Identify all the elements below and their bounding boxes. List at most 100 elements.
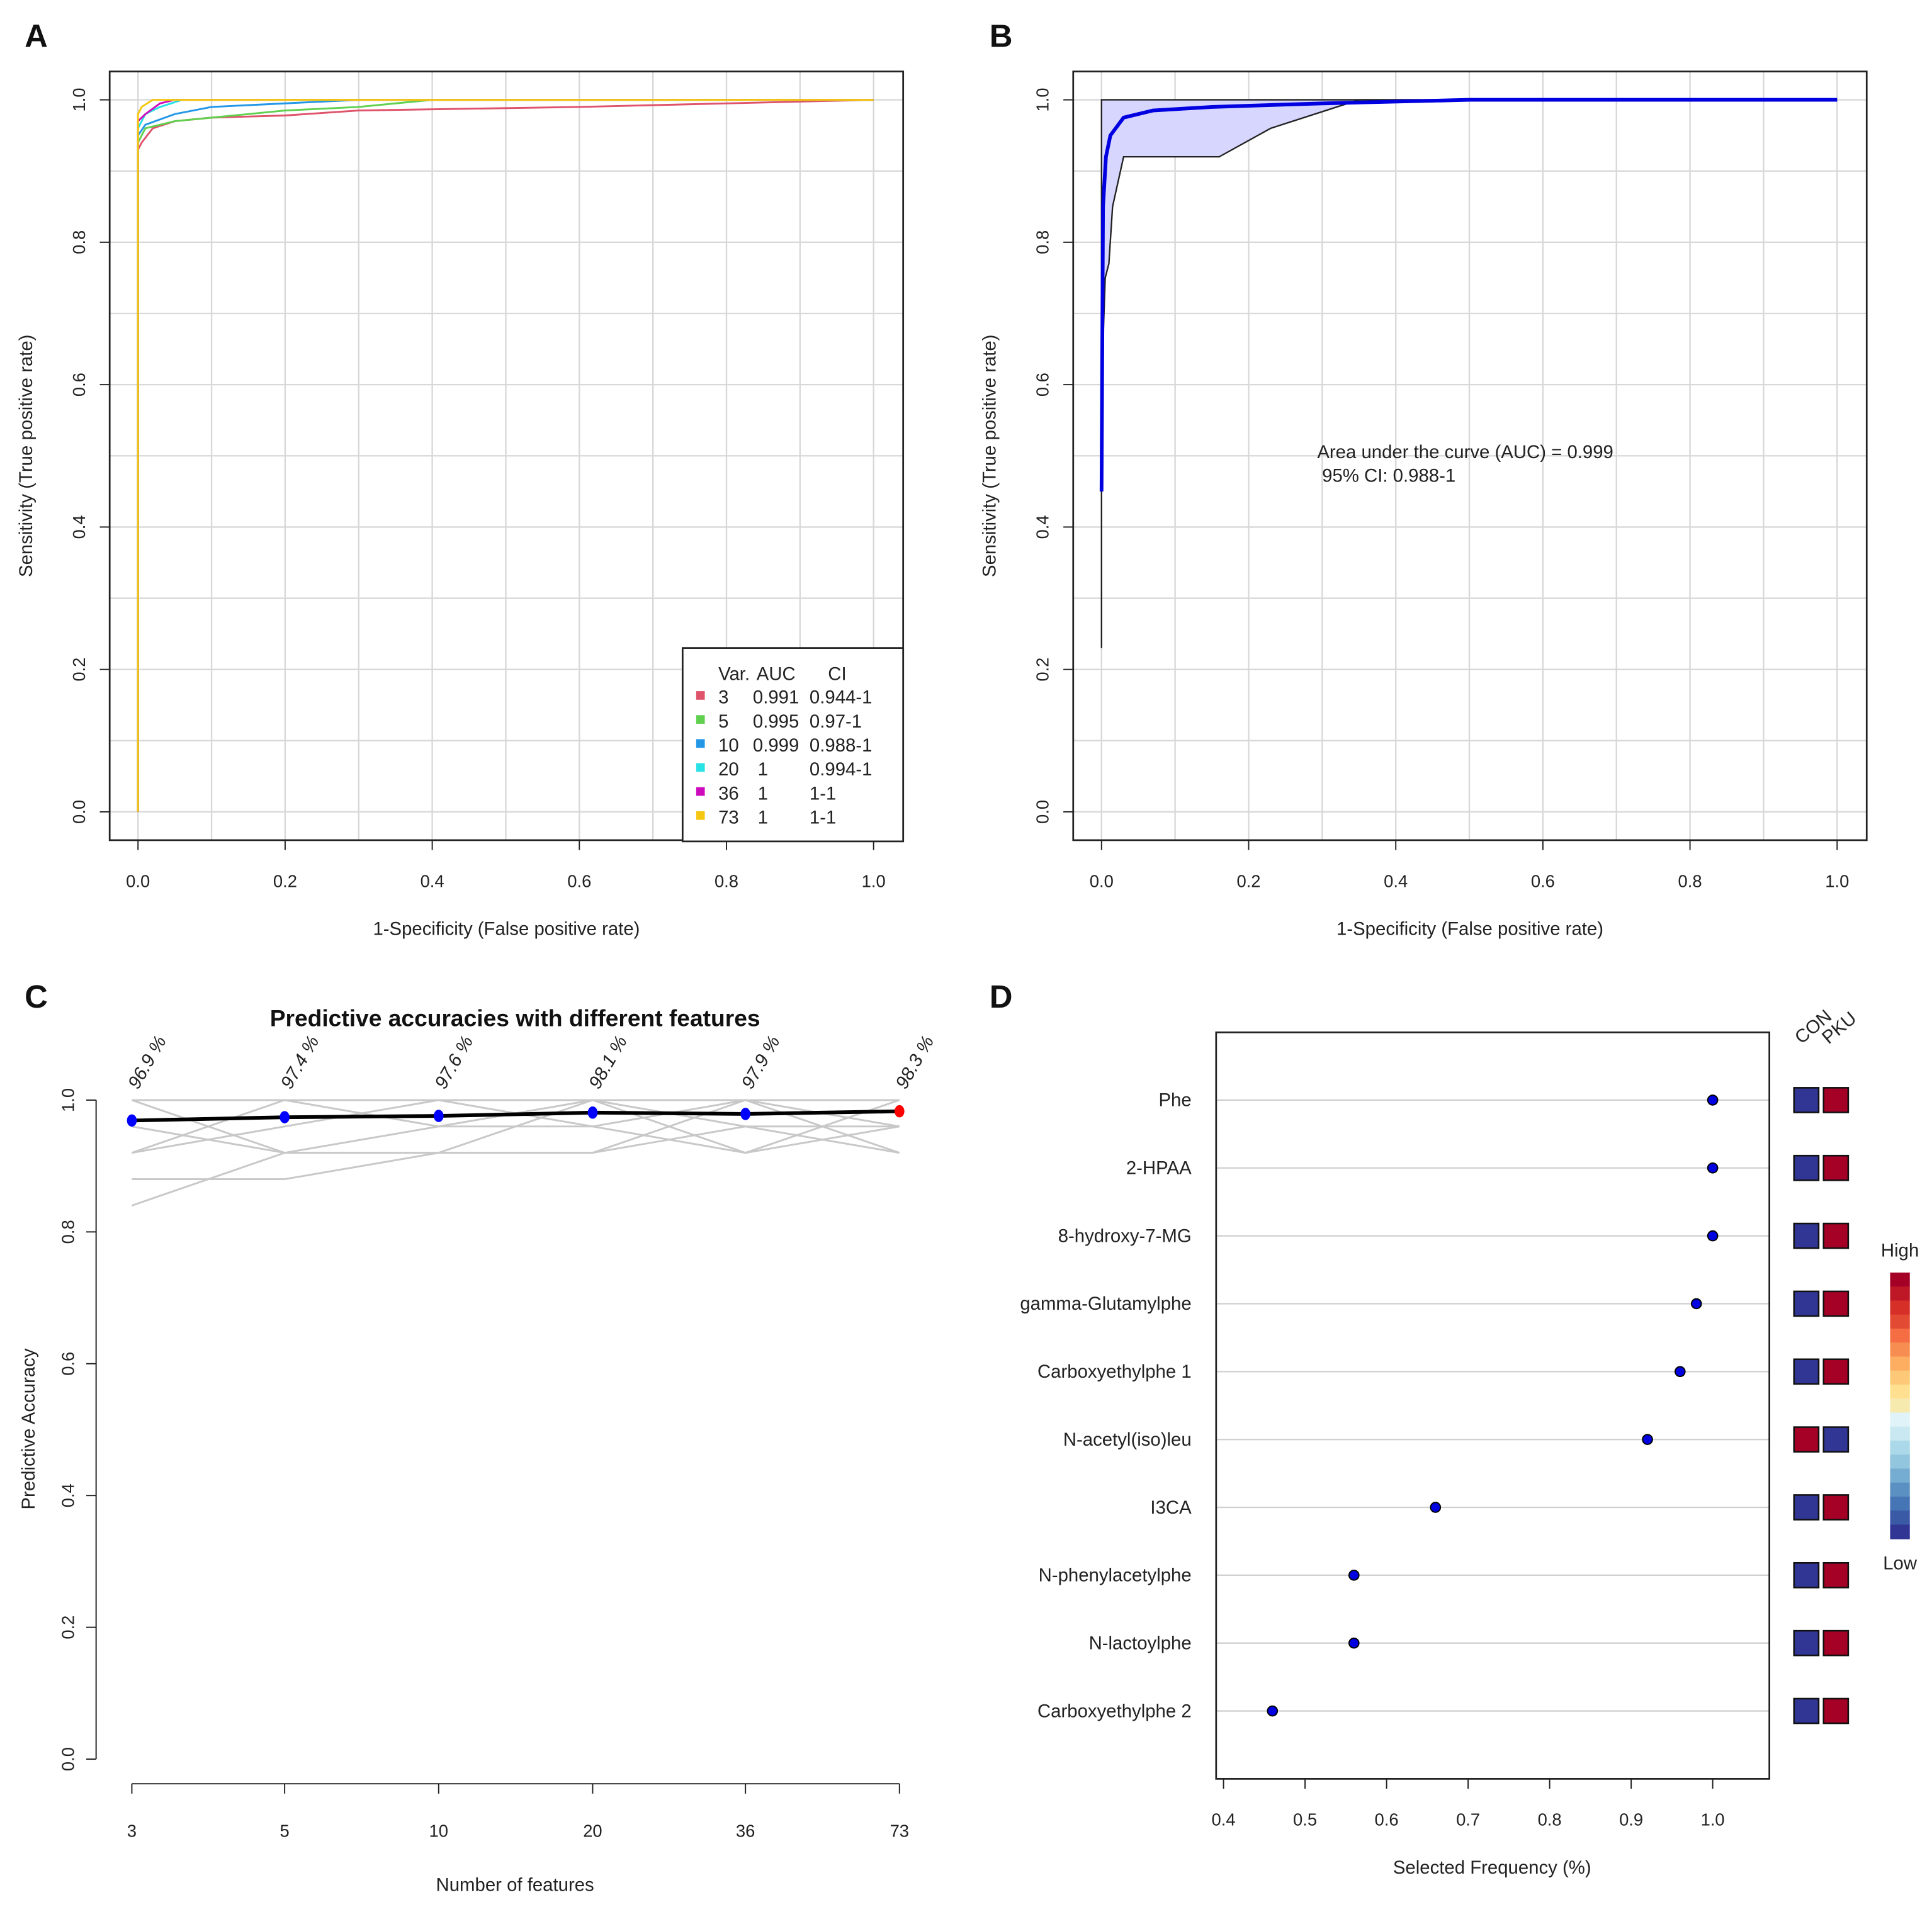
panel-c-accuracy: Predictive accuracies with different fea…	[18, 1004, 939, 1895]
y-axis-label: Sensitivity (True positive rate)	[979, 335, 1000, 577]
colorbar-low-label: Low	[1883, 1553, 1918, 1574]
colorbar-segment	[1890, 1286, 1910, 1302]
x-tick-label: 3	[127, 1821, 137, 1840]
y-tick-label: 0.8	[1033, 230, 1053, 254]
y-tick-label: 0.8	[58, 1220, 77, 1244]
feature-label: 2-HPAA	[1126, 1158, 1192, 1179]
cv-run-line	[131, 1099, 900, 1154]
accuracy-label: 97.6 %	[431, 1032, 477, 1093]
plot-frame	[1072, 70, 1868, 841]
x-axis-label: Number of features	[436, 1874, 594, 1895]
colorbar-segment	[1890, 1356, 1910, 1371]
heat-cell-pku	[1822, 1358, 1850, 1385]
y-tick-label: 0.6	[58, 1352, 77, 1376]
x-tick-label: 0.4	[1384, 871, 1408, 891]
legend-header: Var.	[718, 663, 750, 684]
legend-auc: 1	[758, 807, 768, 828]
panel-d-feature-frequency: Phe 2-HPAA 8-hydroxy-7-MG gamma-Glutamylphe…	[1020, 1006, 1919, 1878]
x-tick-label: 73	[890, 1821, 909, 1840]
panel-a-roc-curves: 0.0 0.2 0.4 0.6 0.8 1.0 0.0 0.2 0.4 0.6 0.8 1.0 1-Sp…	[16, 70, 905, 940]
plot-frame	[108, 70, 905, 841]
heat-cell-con	[1793, 1154, 1820, 1181]
accuracy-label: 97.4 %	[276, 1032, 323, 1093]
accuracy-point	[127, 1114, 137, 1127]
legend-ci: 0.944-1	[810, 687, 873, 708]
y-tick-label: 0.4	[58, 1483, 77, 1507]
feature-label: N-acetyl(iso)leu	[1063, 1429, 1192, 1450]
colorbar-segment	[1890, 1300, 1910, 1315]
y-tick-label: 0.4	[1033, 515, 1053, 539]
y-tick-label: 1.0	[58, 1088, 77, 1112]
accuracy-point	[740, 1108, 750, 1120]
feature-label: N-lactoylphe	[1089, 1633, 1192, 1653]
frequency-point	[1430, 1502, 1442, 1513]
legend: Var. AUC CI 3 0.991 0.944-1 5 0.995 0.97-1 10 0.99…	[681, 647, 905, 843]
colorbar-segment	[1890, 1398, 1910, 1414]
heat-cell-pku	[1822, 1697, 1850, 1724]
colorbar-segment	[1890, 1524, 1910, 1539]
heat-cell-con	[1793, 1222, 1820, 1249]
heat-cell-pku	[1822, 1087, 1850, 1113]
y-tick-label: 0.6	[1033, 373, 1053, 397]
heat-cell-con	[1793, 1087, 1820, 1113]
frequency-point	[1267, 1705, 1279, 1717]
x-tick-label: 0.8	[1678, 871, 1702, 891]
legend-swatch	[696, 811, 705, 820]
colorbar-segment	[1890, 1454, 1910, 1470]
frequency-point	[1707, 1230, 1719, 1242]
cv-run-line	[131, 1099, 900, 1207]
y-tick-label: 0.2	[69, 658, 89, 682]
feature-label: gamma-Glutamylphe	[1020, 1293, 1191, 1314]
colorbar-segment	[1890, 1510, 1910, 1526]
heat-cell-con	[1793, 1561, 1820, 1589]
heat-cell-pku	[1822, 1494, 1850, 1521]
frequency-point	[1675, 1366, 1686, 1378]
colorbar-segment	[1890, 1482, 1910, 1497]
x-tick-label: 0.4	[421, 871, 444, 891]
legend-var: 10	[718, 735, 739, 756]
ci-annotation: 95% CI: 0.988-1	[1322, 465, 1455, 486]
accuracy-point	[894, 1105, 905, 1118]
feature-label: 8-hydroxy-7-MG	[1058, 1225, 1192, 1246]
legend-header: CI	[828, 663, 846, 684]
x-axis-label: 1-Specificity (False positive rate)	[1336, 919, 1603, 940]
legend-auc: 0.995	[753, 711, 799, 732]
panel-label-b: B	[990, 18, 1013, 53]
colorbar-high-label: High	[1881, 1240, 1919, 1261]
feature-label: Carboxyethylphe 1	[1037, 1361, 1192, 1382]
y-tick-label: 0.0	[58, 1747, 77, 1771]
x-axis-label: 1-Specificity (False positive rate)	[373, 919, 640, 940]
colorbar-segment	[1890, 1272, 1910, 1288]
y-axis-label: Sensitivity (True positive rate)	[16, 335, 37, 577]
x-tick-label: 0.6	[1531, 871, 1555, 891]
x-tick-label: 0.6	[1375, 1810, 1399, 1830]
x-tick-label: 0.2	[1236, 871, 1260, 891]
x-tick-label: 0.8	[1538, 1810, 1562, 1830]
x-tick-label: 0.6	[567, 871, 591, 891]
legend-var: 5	[718, 711, 728, 732]
y-tick-label: 0.6	[69, 373, 89, 397]
x-tick-label: 0.5	[1293, 1810, 1317, 1830]
plot-frame	[1215, 1031, 1771, 1780]
panel-label-c: C	[25, 979, 48, 1015]
frequency-point	[1707, 1162, 1719, 1174]
colorbar-segment	[1890, 1496, 1910, 1512]
legend-ci: 0.97-1	[810, 711, 862, 732]
legend-ci: 0.994-1	[810, 759, 873, 780]
legend-var: 20	[718, 759, 739, 780]
colorbar-segment	[1890, 1426, 1910, 1441]
colorbar-segment	[1890, 1412, 1910, 1427]
panel-label-d: D	[990, 979, 1013, 1015]
legend-auc: 1	[758, 783, 768, 804]
y-tick-label: 0.8	[69, 230, 89, 254]
legend-var: 3	[718, 687, 728, 708]
frequency-point	[1348, 1637, 1360, 1649]
chart-title: Predictive accuracies with different fea…	[270, 1004, 760, 1031]
y-tick-label: 0.2	[1033, 658, 1053, 682]
accuracy-label: 96.9 %	[124, 1032, 171, 1093]
y-tick-label: 0.0	[69, 800, 89, 824]
legend-auc: 0.999	[753, 735, 799, 756]
x-axis-label: Selected Frequency (%)	[1393, 1857, 1591, 1878]
x-tick-label: 0.2	[273, 871, 297, 891]
